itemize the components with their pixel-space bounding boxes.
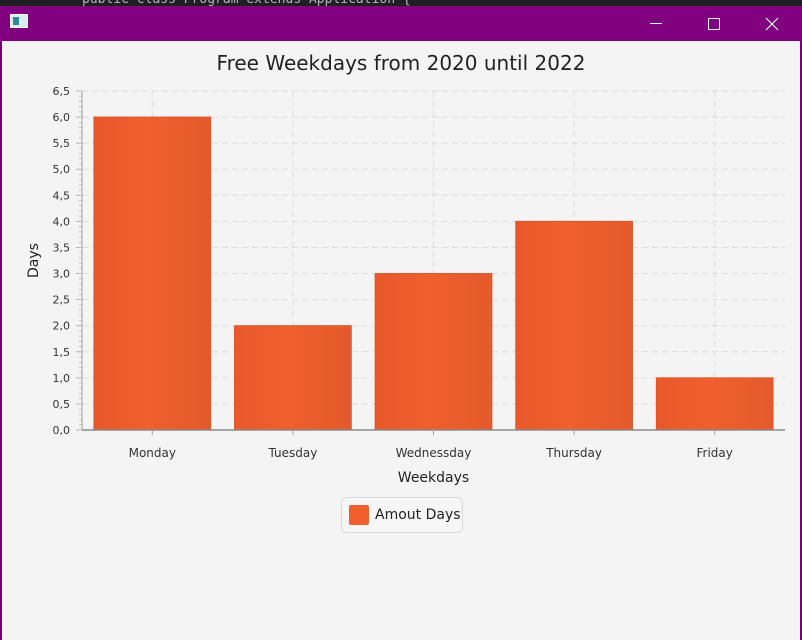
- code-snippet: public class Program extends Application…: [82, 0, 411, 6]
- y-tick-label: 2,5: [53, 294, 71, 307]
- x-axis-label: Weekdays: [398, 470, 469, 486]
- close-icon: [765, 17, 779, 30]
- window-title-bar: [0, 6, 802, 41]
- x-tick-label: Thursday: [545, 446, 602, 460]
- bar-tuesday: [234, 325, 352, 431]
- y-tick-label: 1,5: [53, 346, 71, 359]
- y-tick-label: 6,0: [53, 111, 71, 124]
- close-button[interactable]: [743, 6, 801, 41]
- minimize-button[interactable]: [627, 6, 685, 41]
- legend-swatch: [349, 505, 369, 525]
- y-tick-label: 0,0: [53, 424, 71, 437]
- x-tick-label: Wednessday: [396, 446, 472, 460]
- y-tick-label: 3,5: [53, 241, 71, 254]
- app-icon: [10, 14, 28, 28]
- chart-window-content: Free Weekdays from 2020 until 2022 0,0 0,…: [2, 41, 800, 640]
- y-axis-label: Days: [26, 243, 42, 278]
- x-tick-label: Monday: [129, 446, 176, 460]
- bar-chart: 0,0 0,5 1,0 1,5 2,0 2,5 3,0 3,5 4,0 4,5 5,0 5,5 6,0 6…: [26, 85, 785, 486]
- y-tick-label: 6,5: [53, 85, 71, 98]
- y-tick-label: 0,5: [53, 398, 71, 411]
- y-tick-label: 5,0: [53, 163, 71, 176]
- bar-friday: [655, 377, 774, 431]
- y-tick-label: 4,0: [53, 215, 71, 228]
- background-code-strip: public class Program extends Application…: [0, 0, 802, 6]
- y-tick-label: 1,0: [53, 372, 71, 385]
- y-tick-label: 4,5: [53, 189, 71, 202]
- legend-label: Amout Days: [375, 507, 461, 523]
- bar-thursday: [515, 220, 633, 431]
- y-tick-label: 5,5: [53, 137, 71, 150]
- bar-monday: [93, 116, 212, 431]
- legend: Amout Days: [341, 497, 463, 533]
- y-tick-label: 3,0: [53, 268, 71, 281]
- bar-wednessday: [374, 273, 493, 431]
- x-tick-label: Friday: [697, 446, 733, 460]
- chart-title: Free Weekdays from 2020 until 2022: [216, 51, 586, 75]
- y-tick-label: 2,0: [53, 320, 71, 333]
- maximize-button[interactable]: [685, 6, 743, 41]
- x-tick-label: Tuesday: [267, 446, 317, 460]
